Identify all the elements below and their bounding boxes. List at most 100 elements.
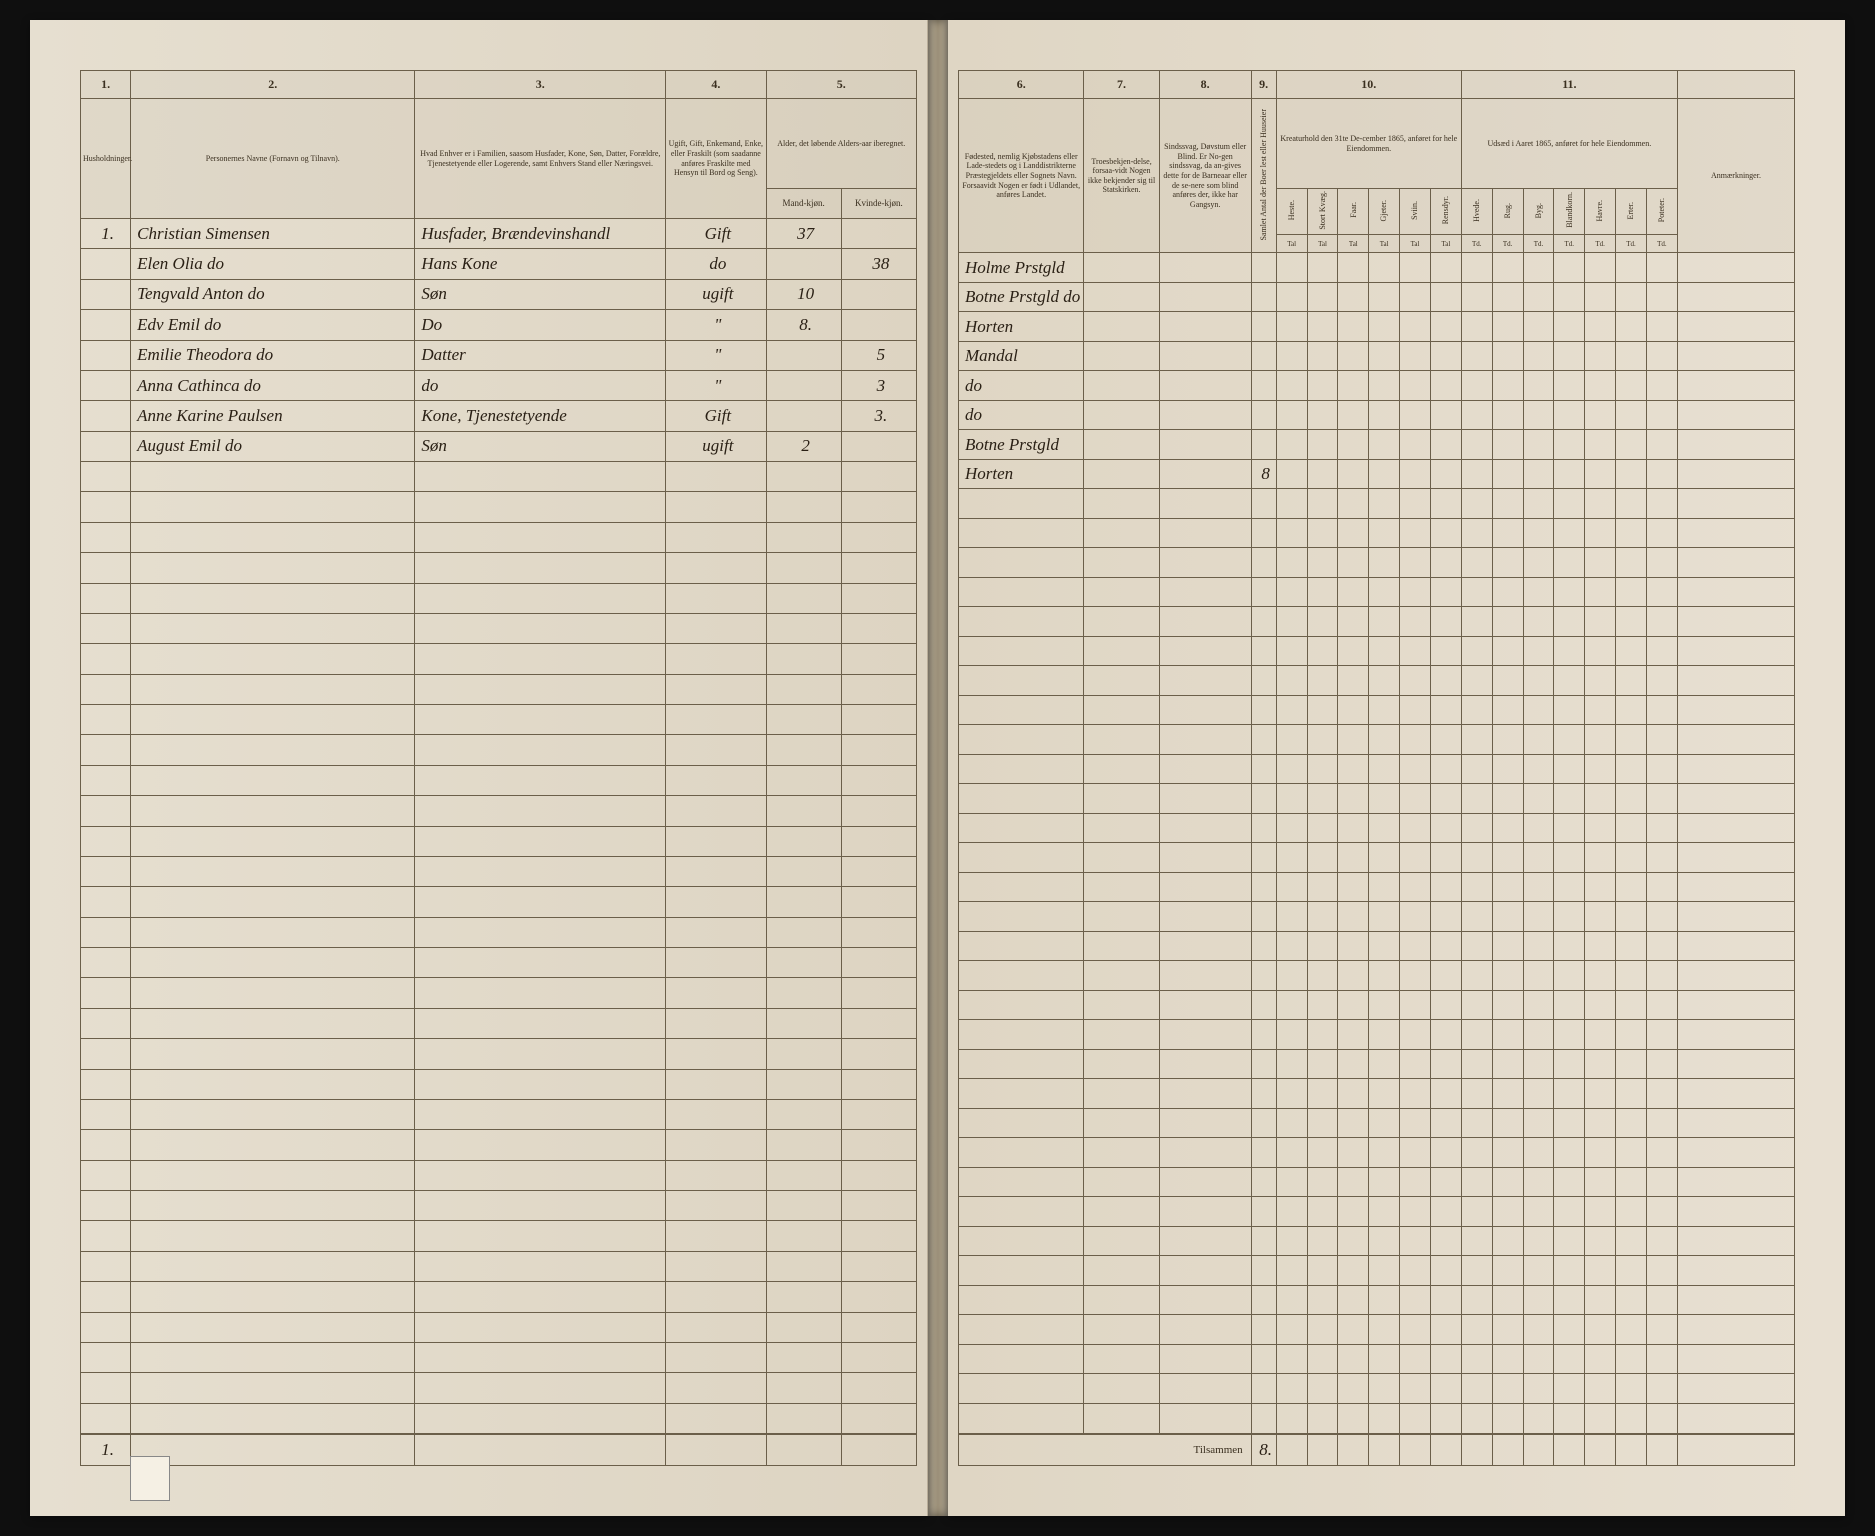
cell-num: [81, 279, 131, 309]
col-num-8: 8.: [1159, 71, 1251, 99]
cell-name: Anna Cathinca do: [131, 370, 415, 400]
left-page: 1. 2. 3. 4. 5. Husholdninger. Personerne…: [30, 20, 928, 1516]
cell-num: [81, 249, 131, 279]
empty-row: [81, 1039, 917, 1069]
cell-name: Christian Simensen: [131, 219, 415, 249]
empty-row: [81, 1312, 917, 1342]
unit-cell: Td.: [1461, 235, 1492, 253]
empty-row: [81, 1342, 917, 1372]
cell-role: Kone, Tjenestetyende: [415, 401, 666, 431]
table-row: Elen Olia do Hans Kone do 38: [81, 249, 917, 279]
right-table-wrap: 6. 7. 8. 9. 10. 11. Fødested, nemlig Kjø…: [958, 70, 1795, 1466]
livestock-header: Gjeter.: [1369, 189, 1400, 235]
empty-row: [81, 1008, 917, 1038]
empty-row: [959, 1344, 1795, 1374]
footer-row-right: Tilsammen 8.: [959, 1434, 1795, 1466]
cell-status: ": [666, 310, 766, 340]
header-row: Husholdninger. Personernes Navne (Fornav…: [81, 99, 917, 189]
empty-row: [81, 1099, 917, 1129]
cell-age-m: 37: [766, 219, 841, 249]
livestock-header: Sviin.: [1400, 189, 1431, 235]
empty-row: [959, 961, 1795, 991]
cell-name: Edv Emil do: [131, 310, 415, 340]
cell-name: Emilie Theodora do: [131, 340, 415, 370]
empty-row: [959, 666, 1795, 696]
cell-status: Gift: [666, 219, 766, 249]
cell-role: Do: [415, 310, 666, 340]
cell-num: [81, 340, 131, 370]
empty-row: [959, 577, 1795, 607]
empty-row: [959, 1197, 1795, 1227]
empty-row: [959, 1374, 1795, 1404]
unit-cell: Td.: [1616, 235, 1647, 253]
empty-row: [81, 705, 917, 735]
col-num-blank: [1677, 71, 1794, 99]
cell-name: Tengvald Anton do: [131, 279, 415, 309]
empty-row: [81, 796, 917, 826]
header-female: Kvinde-kjøn.: [841, 189, 916, 219]
empty-row: [81, 735, 917, 765]
table-row: Edv Emil do Do " 8.: [81, 310, 917, 340]
empty-row: [81, 1160, 917, 1190]
livestock-header: Stort Kvæg.: [1307, 189, 1338, 235]
empty-row: [959, 784, 1795, 814]
crop-header: Havre.: [1585, 189, 1616, 235]
header-faith: Troesbekjen-delse, forsaa-vidt Nogen ikk…: [1084, 99, 1159, 253]
empty-row: [959, 1285, 1795, 1315]
cell-role: Søn: [415, 279, 666, 309]
empty-row: [81, 948, 917, 978]
table-row: Horten 8: [959, 459, 1795, 489]
header-age: Alder, det løbende Alders-aar iberegnet.: [766, 99, 917, 189]
empty-row: [81, 553, 917, 583]
header-livestock: Kreaturhold den 31te De-cember 1865, anf…: [1276, 99, 1461, 189]
empty-row: [959, 1167, 1795, 1197]
cell-age-m: [766, 340, 841, 370]
header-crops: Udsæd i Aaret 1865, anføret for hele Eie…: [1461, 99, 1677, 189]
crop-header: Erter.: [1616, 189, 1647, 235]
col-num-11: 11.: [1461, 71, 1677, 99]
empty-row: [81, 1191, 917, 1221]
header-names: Personernes Navne (Fornavn og Tilnavn).: [131, 99, 415, 219]
table-row: Emilie Theodora do Datter " 5: [81, 340, 917, 370]
unit-cell: Tal: [1369, 235, 1400, 253]
header-status: Ugift, Gift, Enkemand, Enke, eller Frask…: [666, 99, 766, 219]
cell-count: [1251, 341, 1276, 371]
cell-role: do: [415, 370, 666, 400]
header-households: Husholdninger.: [81, 99, 131, 219]
cell-age-f: [841, 310, 916, 340]
cell-num: [81, 431, 131, 461]
cell-role: Datter: [415, 340, 666, 370]
col-num-10: 10.: [1276, 71, 1461, 99]
table-row: Anna Cathinca do do " 3: [81, 370, 917, 400]
cell-status: ugift: [666, 431, 766, 461]
cell-name: Elen Olia do: [131, 249, 415, 279]
unit-cell: Tal: [1430, 235, 1461, 253]
cell-age-m: 8.: [766, 310, 841, 340]
col-num-6: 6.: [959, 71, 1084, 99]
header-role: Hvad Enhver er i Familien, saasom Husfad…: [415, 99, 666, 219]
cell-age-f: [841, 219, 916, 249]
cell-count: [1251, 430, 1276, 460]
empty-row: [81, 765, 917, 795]
cell-birthplace: Mandal: [959, 341, 1084, 371]
cell-age-f: 3: [841, 370, 916, 400]
empty-row: [81, 1069, 917, 1099]
header-count: Samlet Antal der Boer lest eller Huuseie…: [1251, 99, 1276, 253]
header-remarks: Anmærkninger.: [1677, 99, 1794, 253]
empty-row: [81, 978, 917, 1008]
table-row: do: [959, 371, 1795, 401]
empty-row: [959, 636, 1795, 666]
empty-row: [81, 1251, 917, 1281]
livestock-header: Heste.: [1276, 189, 1307, 235]
empty-row: [959, 607, 1795, 637]
livestock-header: Faar.: [1338, 189, 1369, 235]
thumb-tab: [130, 1456, 170, 1501]
table-row: Tengvald Anton do Søn ugift 10: [81, 279, 917, 309]
crop-header: Blandkorn.: [1554, 189, 1585, 235]
header-disability: Sindssvag, Døvstum eller Blind. Er No-ge…: [1159, 99, 1251, 253]
cell-role: Hans Kone: [415, 249, 666, 279]
cell-birthplace: Botne Prstgld: [959, 430, 1084, 460]
empty-row: [959, 1108, 1795, 1138]
cell-birthplace: do: [959, 400, 1084, 430]
empty-row: [959, 813, 1795, 843]
